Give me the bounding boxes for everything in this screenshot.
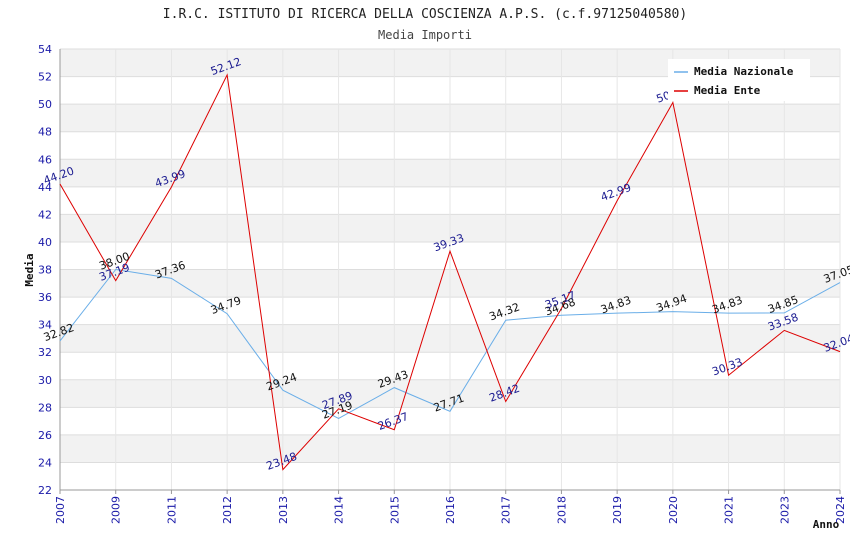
y-tick-label: 44	[38, 181, 52, 194]
legend: Media Nazionale Media Ente	[668, 59, 810, 101]
y-axis-label: Media	[23, 253, 36, 286]
x-tick-label: 2009	[110, 496, 123, 524]
y-tick-label: 22	[38, 484, 52, 497]
x-tick-label: 2016	[444, 496, 457, 524]
legend-label-media-ente: Media Ente	[694, 84, 761, 97]
y-tick-label: 26	[38, 429, 52, 442]
legend-label-media-nazionale: Media Nazionale	[694, 65, 794, 78]
series-line-media-nazionale	[59, 268, 841, 420]
y-tick-label: 30	[38, 374, 52, 387]
y-tick-label: 54	[38, 43, 52, 56]
chart-title: I.R.C. ISTITUTO DI RICERCA DELLA COSCIEN…	[163, 7, 687, 22]
y-tick-label: 42	[38, 208, 52, 221]
x-tick-label: 2011	[165, 496, 178, 524]
x-tick-labels: 2007 2009 2011 2012 2013 2014 2015 2016 2017 2018…	[54, 496, 847, 524]
y-tick-label: 24	[38, 456, 52, 469]
y-tick-label: 28	[38, 401, 52, 414]
y-tick-label: 48	[38, 126, 52, 139]
x-axis-label: Anno	[813, 518, 840, 531]
x-tick-label: 2020	[667, 496, 680, 524]
x-tick-label: 2017	[500, 496, 513, 524]
x-tick-label: 2012	[221, 496, 234, 524]
x-tick-label: 2023	[778, 496, 791, 524]
x-tick-label: 2019	[611, 496, 624, 524]
x-tick-label: 2007	[54, 496, 67, 524]
x-tick-label: 2021	[723, 496, 736, 524]
y-tick-label: 40	[38, 236, 52, 249]
axes	[59, 49, 841, 494]
x-tick-label: 2024	[834, 496, 847, 524]
legend-box	[668, 59, 810, 101]
y-tick-label: 52	[38, 71, 52, 84]
y-tick-label: 50	[38, 98, 52, 111]
y-tick-label: 34	[38, 319, 52, 332]
x-tick-label: 2013	[277, 496, 290, 524]
series-line-media-ente	[59, 73, 841, 471]
y-tick-label: 46	[38, 153, 52, 166]
y-tick-labels: 22 24 26 28 30 32 34 36 38 40 42 44 46 48 50 52 54	[38, 43, 52, 497]
grid-lines	[59, 48, 841, 491]
y-tick-label: 36	[38, 291, 52, 304]
chart-subtitle: Media Importi	[378, 28, 472, 42]
series-lines	[59, 73, 841, 471]
x-tick-label: 2018	[555, 496, 568, 524]
x-tick-label: 2014	[333, 496, 346, 524]
y-tick-label: 38	[38, 264, 52, 277]
x-tick-label: 2015	[388, 496, 401, 524]
y-tick-label: 32	[38, 346, 52, 359]
